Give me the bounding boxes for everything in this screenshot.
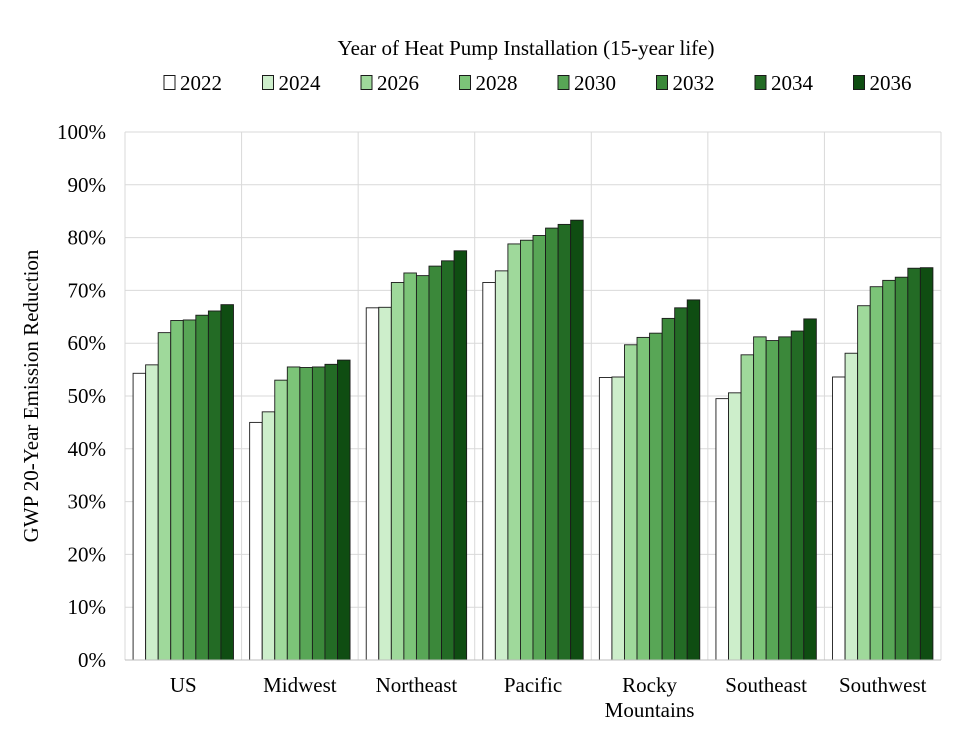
bar-2028-rocky-mountains <box>636 336 651 661</box>
bar-2034-southwest <box>907 267 921 661</box>
legend-swatch-2030 <box>557 75 570 90</box>
bar-2034-northeast <box>441 260 455 661</box>
legend-label-2030: 2030 <box>574 71 616 95</box>
bar-2022-rocky-mountains <box>598 377 613 661</box>
bar-2030-southeast <box>765 340 780 661</box>
bar-2026-us <box>157 332 172 661</box>
y-axis-tick-labels: 0% 10% 20% 30% 40% 50% 60% 70% 80% 90% 100% <box>57 120 106 672</box>
bar-2028-pacific <box>520 239 534 661</box>
bar-2030-southwest <box>882 279 896 661</box>
y-tick-label: 30% <box>68 490 107 514</box>
bar-2028-northeast <box>403 272 417 661</box>
bar-2028-us <box>170 320 184 661</box>
bar-2026-rocky-mountains <box>624 344 638 661</box>
legend-swatch-2022 <box>163 75 176 90</box>
bar-2032-us <box>195 314 209 661</box>
bar-2034-rocky-mountains <box>674 307 688 661</box>
legend-swatch-2026 <box>360 75 373 90</box>
bar-2034-southeast <box>790 330 805 661</box>
bar-2022-northeast <box>365 307 380 661</box>
y-tick-label: 60% <box>68 331 107 355</box>
y-tick-label: 70% <box>68 278 107 302</box>
legend-swatch-2036 <box>853 75 865 90</box>
bar-2036-rocky-mountains <box>686 299 701 661</box>
bar-2036-midwest <box>337 359 351 661</box>
legend-swatch-2032 <box>656 75 668 90</box>
bar-2028-southwest <box>869 286 884 661</box>
bar-2028-southeast <box>753 336 767 661</box>
bar-2034-midwest <box>324 363 338 661</box>
bar-2030-us <box>182 319 197 661</box>
y-tick-label: 0% <box>78 648 106 672</box>
bar-2036-southeast <box>803 318 817 661</box>
x-tick-label: Mountains <box>605 698 695 722</box>
bar-2032-midwest <box>311 366 326 661</box>
bar-2034-pacific <box>557 223 572 661</box>
bar-2024-northeast <box>378 306 392 661</box>
bar-2030-midwest <box>299 367 313 661</box>
bar-2032-pacific <box>545 227 559 661</box>
bar-2030-northeast <box>415 275 430 661</box>
bar-2026-midwest <box>274 379 288 661</box>
y-tick-label: 50% <box>68 384 107 408</box>
legend-swatch-2034 <box>754 75 767 90</box>
y-axis-label: GWP 20-Year Emission Reduction <box>19 249 43 542</box>
y-tick-label: 20% <box>68 542 107 566</box>
bar-2024-pacific <box>494 270 509 661</box>
legend-label-2034: 2034 <box>771 71 814 95</box>
bar-2026-southeast <box>740 354 755 661</box>
bar-2032-rocky-mountains <box>661 317 676 661</box>
x-tick-label: Southeast <box>725 673 807 697</box>
legend-swatch-2024 <box>262 75 274 90</box>
bar-2030-pacific <box>532 235 547 661</box>
bar-2036-pacific <box>570 219 584 661</box>
y-tick-label: 100% <box>57 120 106 144</box>
bar-2036-us <box>220 304 234 661</box>
bar-2036-southwest <box>919 267 934 661</box>
bars <box>132 219 934 661</box>
bar-2026-southwest <box>857 305 871 661</box>
bar-2034-us <box>207 310 222 661</box>
x-tick-label: Pacific <box>504 673 562 697</box>
bar-2024-rocky-mountains <box>611 376 625 661</box>
bar-2024-southwest <box>844 352 859 661</box>
legend-items: 2022 2024 2026 2028 2030 2032 2034 2036 <box>163 71 912 95</box>
bar-2022-southeast <box>715 398 729 661</box>
bar-2036-northeast <box>453 250 468 661</box>
x-tick-label: US <box>170 673 197 697</box>
y-tick-label: 80% <box>68 226 107 250</box>
bar-2024-us <box>145 364 159 661</box>
bar-2032-southeast <box>778 336 792 661</box>
x-tick-label: Rocky <box>622 673 677 697</box>
bar-2022-midwest <box>249 421 263 661</box>
legend-title: Year of Heat Pump Installation (15-year … <box>338 36 715 60</box>
legend-label-2026: 2026 <box>377 71 419 95</box>
y-tick-label: 10% <box>68 595 107 619</box>
x-tick-label: Midwest <box>263 673 337 697</box>
y-tick-label: 40% <box>68 437 107 461</box>
bar-2024-midwest <box>261 411 276 661</box>
bar-2026-pacific <box>507 243 521 661</box>
x-tick-label: Southwest <box>839 673 927 697</box>
legend-swatch-2028 <box>459 75 471 90</box>
legend-label-2022: 2022 <box>180 71 222 95</box>
bar-2028-midwest <box>286 366 301 661</box>
chart-legend: Year of Heat Pump Installation (15-year … <box>163 36 912 95</box>
bar-2022-southwest <box>832 376 846 661</box>
legend-label-2028: 2028 <box>476 71 518 95</box>
bar-2022-pacific <box>482 282 496 661</box>
legend-label-2036: 2036 <box>870 71 912 95</box>
legend-label-2032: 2032 <box>673 71 715 95</box>
legend-label-2024: 2024 <box>279 71 322 95</box>
bar-2032-southwest <box>894 276 909 661</box>
bar-2026-northeast <box>390 282 405 661</box>
x-tick-label: Northeast <box>376 673 458 697</box>
bar-2032-northeast <box>428 265 442 661</box>
bar-2030-rocky-mountains <box>649 332 663 661</box>
bar-2024-southeast <box>728 392 742 661</box>
y-tick-label: 90% <box>68 173 107 197</box>
bar-2022-us <box>132 372 147 661</box>
